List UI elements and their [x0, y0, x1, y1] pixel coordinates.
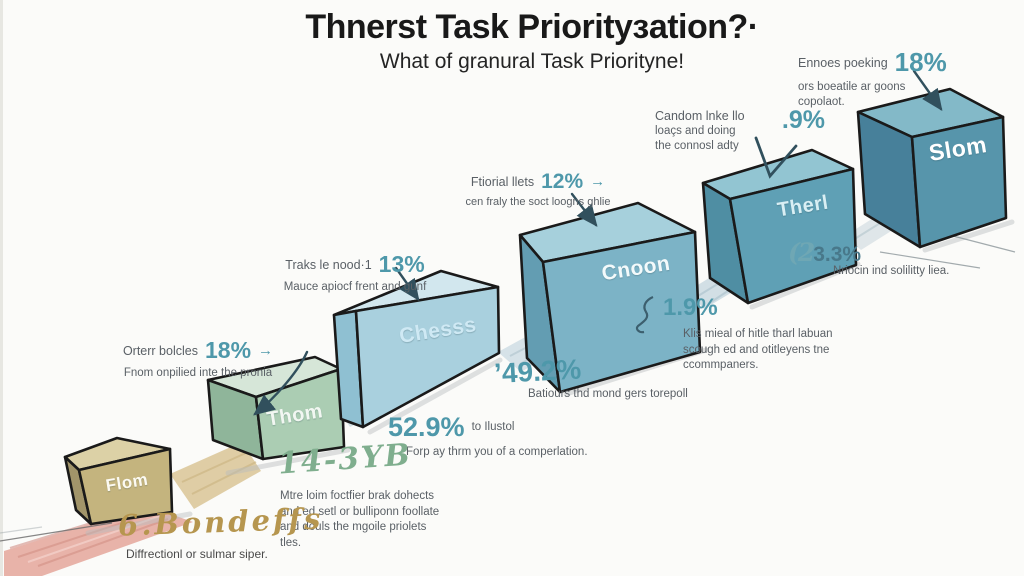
arrow-to-slom	[912, 69, 943, 111]
note-cnoon-value: 12%	[541, 170, 584, 193]
stat-6-caption: Diffrectionl or sulmar siper.	[126, 547, 268, 561]
box-label-therl: Therl	[775, 191, 831, 222]
small-arrow-icon: →	[590, 172, 606, 190]
box-slom	[856, 87, 1008, 249]
box-cnoon-front-face	[541, 230, 702, 394]
note-thom-lead: Orterr bolcles	[122, 343, 198, 358]
note-slom-value: 18%	[894, 47, 947, 77]
note-cnoon-line2: cen fraly the soct loogns ghlie	[465, 196, 611, 209]
note-chesss-lead: Traks le nood·1	[285, 257, 372, 272]
box-label-thom: Thom	[265, 400, 325, 431]
box-label-cnoon: Cnoon	[600, 251, 672, 286]
box-therl	[701, 148, 858, 305]
box-flom-front-face	[77, 447, 174, 526]
stat-529-suffix: to Ilustol	[471, 421, 515, 434]
note-therl: .9% Candom lnke llo loaçs and doing the …	[655, 106, 845, 154]
box-label-flom: Flom	[104, 469, 150, 496]
note-slom: Ennoes poeking 18% ors boeatile ar goons…	[798, 46, 1008, 110]
stat-492: ’49.2% Batiours thd mond gers torepoll	[493, 350, 724, 402]
stat-143-lines: Mtre loim foctfier brak dohects and ed s…	[280, 489, 490, 551]
ramp-tan	[170, 442, 261, 509]
note-therl-value: .9%	[781, 106, 825, 134]
stat-33: (23.3%	[788, 238, 861, 267]
box-label-chesss: Chesss	[397, 313, 479, 348]
page-subtitle: What of granural Task Priorityne!	[379, 50, 685, 73]
note-therl-line2: loaçs and doing	[655, 125, 736, 138]
stat-6-value: 6.Bondeffs	[117, 501, 324, 543]
stat-143-line: tles.	[280, 536, 302, 549]
annotation-arrows	[253, 69, 943, 416]
box-chesss-front-face	[354, 285, 501, 429]
note-therl-lead: Candom lnke llo	[655, 109, 745, 123]
note-cnoon: Ftiorial llets 12% → cen fraly the soct …	[448, 168, 628, 210]
note-slom-line2: ors boeatile ar goons	[798, 80, 906, 93]
page-title: Thnerst Task Priorityзation?·	[305, 8, 759, 46]
stat-19-line: ccommpaners.	[683, 359, 759, 372]
note-cnoon-lead: Ftiorial llets	[470, 174, 535, 189]
stat-492-caption: Batiours thd mond gers torepoll	[528, 388, 688, 401]
stat-19-line: Klis mieal of hitle tharl labuan	[683, 328, 833, 340]
note-slom-lead: Ennoes poeking	[798, 55, 888, 70]
stat-143-value: 14-3YB	[276, 437, 413, 482]
stat-529: 52.9% to Ilustol Forp ay thrm you of a c…	[388, 410, 678, 460]
stat-529-value: 52.9%	[388, 412, 465, 442]
check-arrow-to-therl	[754, 136, 798, 179]
stat-143-line: Mtre loim foctfier brak dohects	[280, 490, 435, 502]
stat-529-caption: Forp ay thrm you of a comperlation.	[406, 446, 588, 459]
stat-33-scribble: (2	[788, 238, 815, 267]
stat-143-line: and douls the mgoile priolets	[280, 521, 427, 534]
note-therl-line3: the connosl adty	[655, 140, 739, 153]
scribble-icon	[635, 295, 654, 334]
note-thom: Orterr bolcles 18% → Fnom onpilied inte …	[78, 336, 318, 381]
box-label-slom: Slom	[927, 131, 989, 166]
stat-19-line: scough ed and otitleyens tne	[683, 343, 830, 356]
note-chesss: Traks le nood·1 13% Mauce apiocf frent a…	[255, 250, 455, 295]
arrow-to-chesss	[394, 266, 420, 301]
stat-33-caption: Nriocin ind solilitty liea.	[833, 265, 950, 277]
stat-19-lines: Klis mieal of hitle tharl labuan scough …	[683, 327, 883, 374]
stat-33-value: 3.3%	[813, 243, 862, 266]
arrow-to-cnoon	[570, 192, 598, 227]
box-therl-front-face	[728, 167, 858, 305]
box-flom	[63, 436, 174, 526]
note-slom-line3: copolaot.	[798, 95, 845, 108]
note-thom-line2: Fnom onpilied inte the pronia	[123, 366, 273, 379]
small-arrow-icon: →	[258, 342, 274, 360]
paper-edge	[0, 0, 3, 576]
box-cnoon	[518, 201, 702, 394]
note-chesss-line2: Mauce apiocf frent and gunf	[283, 280, 427, 293]
note-chesss-value: 13%	[378, 251, 425, 277]
stat-143-line: and ed setl or bulliponn foollate	[280, 505, 440, 518]
arrow-to-thom	[253, 350, 309, 416]
box-slom-front-face	[910, 115, 1008, 249]
stat-19-value: 1.9%	[663, 294, 718, 321]
note-thom-value: 18%	[204, 337, 252, 363]
